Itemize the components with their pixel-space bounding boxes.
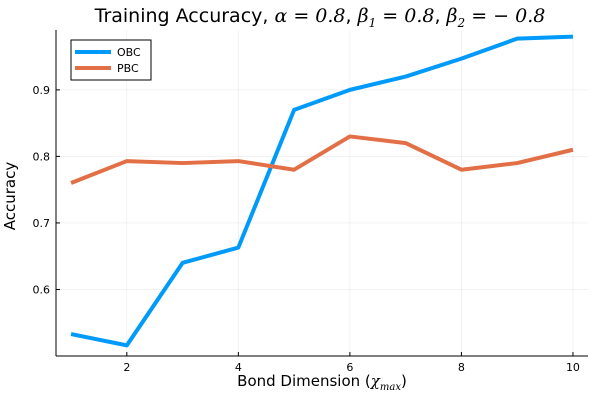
y-tick-label: 0.7 — [33, 217, 51, 230]
x-tick-label: 4 — [235, 361, 242, 374]
grid-lines — [56, 30, 588, 356]
legend-label-pbc: PBC — [117, 62, 139, 75]
x-tick-label: 2 — [123, 361, 130, 374]
series-line-obc — [70, 34, 574, 348]
y-tick-label: 0.8 — [33, 150, 51, 163]
plot-frame — [55, 30, 588, 357]
y-tick-label: 0.9 — [33, 84, 51, 97]
chart-title: Training Accuracy, α = 0.8, β1 = 0.8, β2… — [94, 5, 546, 30]
x-tick-label: 8 — [458, 361, 465, 374]
x-tick-label: 6 — [346, 361, 353, 374]
axis-ticks: 2 4 6 8 10 0.6 0.7 0.8 0.9 — [33, 84, 580, 374]
legend-box — [70, 39, 152, 81]
series-lines — [70, 34, 574, 348]
y-tick-label: 0.6 — [33, 283, 51, 296]
legend: OBC PBC — [70, 39, 152, 81]
x-tick-label: 10 — [566, 361, 580, 374]
series-line-pbc — [70, 134, 574, 185]
y-axis-label: Accuracy — [1, 162, 19, 231]
legend-label-obc: OBC — [117, 46, 141, 59]
x-axis-label: Bond Dimension (χmax) — [237, 372, 407, 393]
